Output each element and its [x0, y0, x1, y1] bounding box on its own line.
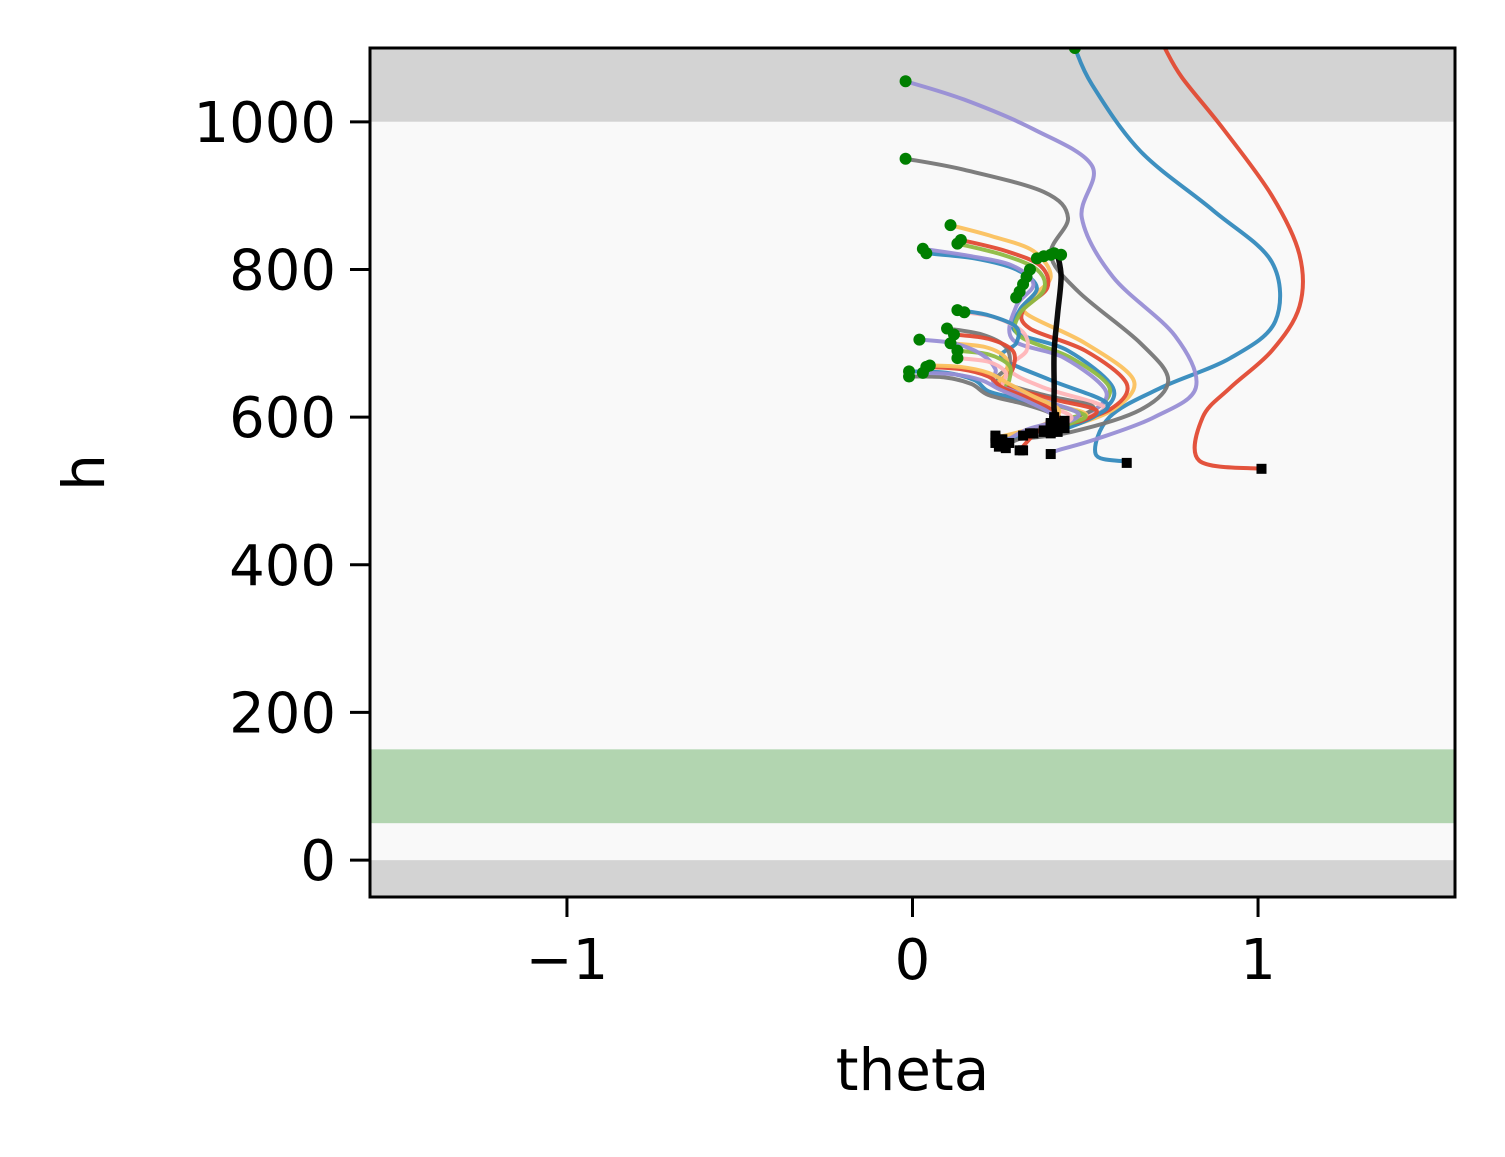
background-bands: [370, 48, 1455, 897]
x-tick-label-2: 1: [1240, 928, 1276, 993]
series-line-21: [920, 370, 1056, 445]
band-2: [370, 121, 1455, 861]
band-3: [370, 749, 1455, 824]
start-marker-8: [916, 242, 929, 255]
series-line-0: [1162, 48, 1305, 471]
series-line-1: [1072, 48, 1283, 465]
start-marker-10: [951, 304, 964, 317]
end-marker-extra-3: [1000, 443, 1011, 454]
start-marker-16: [951, 352, 964, 365]
series-line-3: [903, 156, 1171, 443]
start-marker-4: [944, 219, 957, 232]
y-axis-ticks: 0 200 400 600 800 1000: [193, 91, 370, 894]
end-marker-extra-5: [1028, 428, 1039, 439]
end-marker-extra-7: [1045, 423, 1056, 434]
y-tick-label-1: 200: [229, 681, 336, 746]
end-marker-18: [1004, 437, 1015, 448]
end-marker-0: [1256, 463, 1267, 474]
y-axis-label: h: [50, 454, 118, 491]
start-marker-extra-9: [1010, 291, 1023, 304]
y-tick-label-0: 0: [300, 829, 336, 894]
series-line-5: [958, 237, 1130, 427]
end-marker-extra-2: [993, 441, 1004, 452]
series-line-22: [1051, 251, 1064, 424]
start-marker-21: [916, 366, 929, 379]
start-marker-7: [951, 237, 964, 250]
end-marker-extra-9: [1059, 415, 1070, 426]
x-axis-label: theta: [836, 1036, 989, 1104]
trajectory-series: [903, 48, 1305, 471]
x-tick-label-1: 0: [895, 928, 931, 993]
y-tick-label-2: 400: [229, 534, 336, 599]
start-marker-3: [899, 152, 912, 165]
start-marker-15: [913, 333, 926, 346]
start-marker-extra-4: [1055, 248, 1068, 261]
y-tick-label-3: 600: [229, 386, 336, 451]
trajectory-markers: [899, 48, 1267, 474]
start-marker-2: [899, 75, 912, 88]
y-tick-label-5: 1000: [193, 91, 336, 156]
x-axis-ticks: −1 0 1: [526, 897, 1276, 993]
band-1: [370, 860, 1455, 897]
end-marker-extra-6: [1038, 425, 1049, 436]
end-marker-extra-0: [990, 430, 1001, 441]
x-tick-label-0: −1: [526, 928, 609, 993]
end-marker-2: [1045, 449, 1056, 460]
end-marker-extra-4: [1018, 445, 1029, 456]
start-marker-18: [903, 370, 916, 383]
series-line-2: [903, 79, 1199, 457]
y-tick-label-4: 800: [229, 238, 336, 303]
end-marker-1: [1121, 457, 1132, 468]
end-marker-16: [1018, 430, 1029, 441]
end-marker-14: [1045, 428, 1056, 439]
end-marker-extra-10: [1049, 412, 1060, 423]
